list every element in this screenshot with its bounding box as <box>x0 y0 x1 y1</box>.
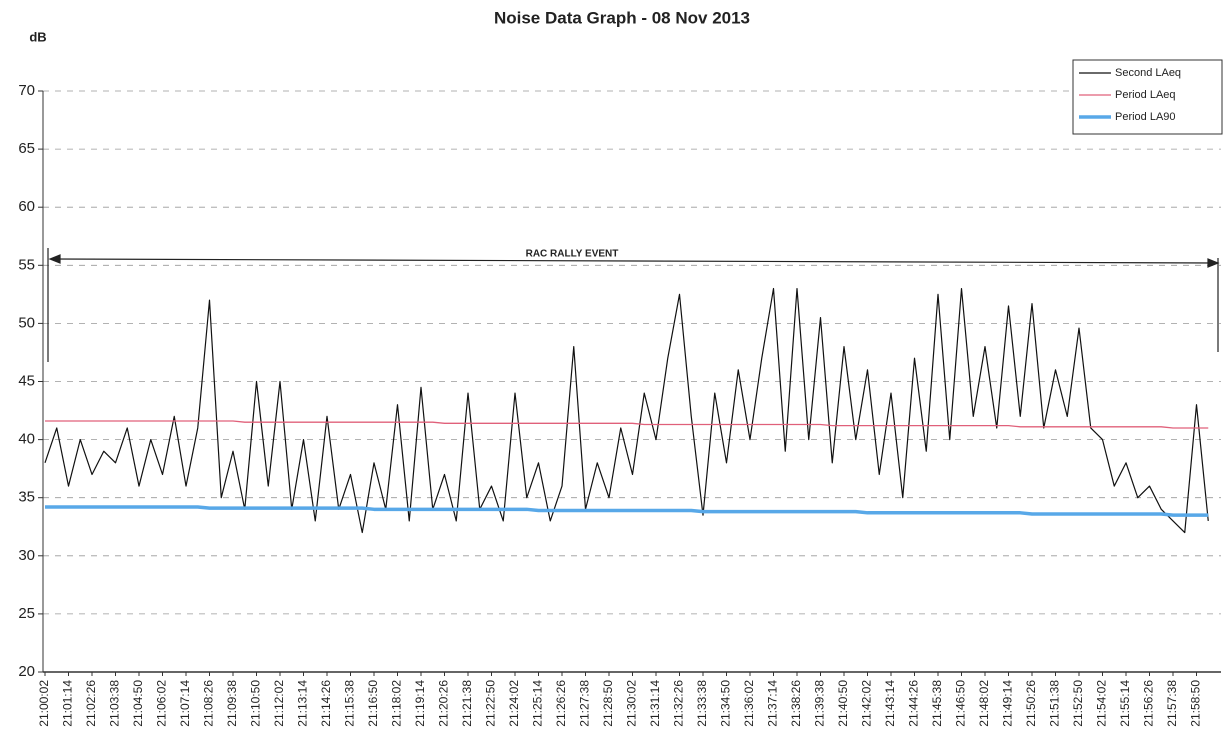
x-tick-label: 21:27:38 <box>578 680 592 727</box>
x-tick-label: 21:43:14 <box>883 680 897 727</box>
legend-label: Second LAeq <box>1115 67 1181 79</box>
y-tick-label: 70 <box>18 82 35 99</box>
legend-label: Period LA90 <box>1115 111 1176 123</box>
x-tick-label: 21:06:02 <box>155 680 169 727</box>
x-tick-label: 21:45:38 <box>930 680 944 727</box>
y-tick-label: 25 <box>18 605 35 622</box>
y-tick-label: 30 <box>18 547 35 564</box>
y-tick-label: 20 <box>18 663 35 680</box>
x-tick-label: 21:33:38 <box>695 680 709 727</box>
grid: 20 25 30 35 40 45 50 55 60 65 70 21:00:02 21:01:14 21… <box>18 82 1221 727</box>
x-tick-label: 21:51:38 <box>1048 680 1062 727</box>
x-tick-label: 21:46:50 <box>954 680 968 727</box>
x-tick-label: 21:24:02 <box>507 680 521 727</box>
x-tick-label: 21:44:26 <box>907 680 921 727</box>
x-tick-label: 21:52:50 <box>1071 680 1085 727</box>
arrow-head <box>48 254 61 264</box>
x-tick-label: 21:25:14 <box>531 680 545 727</box>
x-tick-label: 21:16:50 <box>366 680 380 727</box>
y-axis-label: dB <box>29 29 46 44</box>
x-tick-label: 21:04:50 <box>131 680 145 727</box>
chart-title: Noise Data Graph - 08 Nov 2013 <box>494 8 750 27</box>
series-line <box>45 505 1209 517</box>
y-tick-label: 65 <box>18 140 35 157</box>
x-tick-label: 21:40:50 <box>836 680 850 727</box>
x-tick-label: 21:19:14 <box>413 680 427 727</box>
x-tick-label: 21:13:14 <box>296 680 310 727</box>
x-tick-label: 21:14:26 <box>319 680 333 727</box>
legend: Second LAeq Period LAeq Period LA90 <box>1072 59 1223 135</box>
x-tick-label: 21:01:14 <box>61 680 75 727</box>
x-tick-label: 21:31:14 <box>648 680 662 727</box>
x-tick-label: 21:30:02 <box>625 680 639 727</box>
x-tick-label: 21:37:14 <box>766 680 780 727</box>
x-tick-label: 21:55:14 <box>1118 680 1132 727</box>
y-tick-label: 55 <box>18 256 35 273</box>
x-tick-label: 21:02:26 <box>84 680 98 727</box>
x-tick-label: 21:57:38 <box>1165 680 1179 727</box>
x-tick-label: 21:22:50 <box>484 680 498 727</box>
x-tick-label: 21:12:02 <box>272 680 286 727</box>
legend-label: Period LAeq <box>1115 89 1176 101</box>
series-line <box>44 287 1209 534</box>
x-tick-label: 21:42:02 <box>860 680 874 727</box>
x-tick-label: 21:38:26 <box>789 680 803 727</box>
x-tick-label: 21:03:38 <box>108 680 122 727</box>
annotation: RAC RALLY EVENT <box>526 249 619 260</box>
arrow-line <box>51 258 1217 264</box>
y-tick-label: 60 <box>18 198 35 215</box>
x-tick-label: 21:50:26 <box>1024 680 1038 727</box>
x-tick-label: 21:54:02 <box>1095 680 1109 727</box>
legend-box <box>1072 59 1223 135</box>
series-line <box>45 420 1209 429</box>
x-tick-label: 21:26:26 <box>554 680 568 727</box>
x-tick-label: 21:09:38 <box>225 680 239 727</box>
x-tick-label: 21:48:02 <box>977 680 991 727</box>
x-tick-label: 21:36:02 <box>742 680 756 727</box>
x-tick-label: 21:34:50 <box>719 680 733 727</box>
y-tick-label: 35 <box>18 489 35 506</box>
arrow-head <box>1207 258 1220 268</box>
x-tick-label: 21:28:50 <box>601 680 615 727</box>
x-tick-label: 21:49:14 <box>1001 680 1015 727</box>
y-tick-label: 50 <box>18 314 35 331</box>
x-tick-label: 21:15:38 <box>343 680 357 727</box>
y-tick-label: 45 <box>18 372 35 389</box>
x-tick-label: 21:00:02 <box>37 680 51 727</box>
x-tick-label: 21:58:50 <box>1189 680 1203 727</box>
x-tick-label: 21:18:02 <box>390 680 404 727</box>
x-tick-label: 21:20:26 <box>437 680 451 727</box>
x-tick-label: 21:08:26 <box>202 680 216 727</box>
plot <box>44 287 1209 534</box>
x-tick-label: 21:21:38 <box>460 680 474 727</box>
x-tick-label: 21:56:26 <box>1142 680 1156 727</box>
x-tick-label: 21:32:26 <box>672 680 686 727</box>
x-tick-label: 21:07:14 <box>178 680 192 727</box>
y-tick-label: 40 <box>18 431 35 448</box>
annotation-arrow <box>47 248 1220 362</box>
x-tick-label: 21:10:50 <box>249 680 263 727</box>
x-tick-label: 21:39:38 <box>813 680 827 727</box>
